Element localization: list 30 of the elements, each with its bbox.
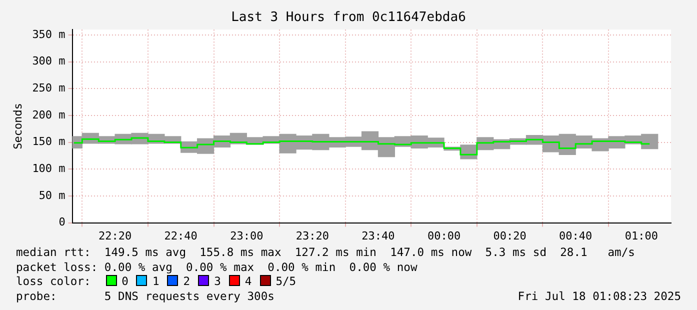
text: Fri Jul 18 01:08:23 2025 [518, 290, 681, 304]
y-axis-title: Seconds [11, 103, 24, 150]
text: 1 [152, 275, 160, 288]
text: 4 [244, 275, 252, 288]
text: 2 [183, 275, 190, 288]
x-tick-label: 00:20 [493, 229, 526, 242]
x-tick-label: 00:40 [559, 229, 592, 242]
x-tick-label: 00:00 [427, 229, 461, 242]
text: packet loss: 0.00 % avg 0.00 % max 0.00 % min 0.00 % now [16, 260, 418, 274]
text: 5/5 [276, 275, 296, 288]
y-tick-label: 300 m [32, 54, 66, 68]
y-tick-label: 350 m [32, 28, 66, 41]
x-tick-label: 23:00 [230, 229, 264, 242]
text: loss color: [16, 275, 92, 288]
x-tick-label: 23:20 [296, 229, 330, 242]
x-tick-label: 22:40 [164, 229, 198, 242]
x-tick-label: 23:40 [362, 229, 395, 242]
text: median rtt: 149.5 ms avg 155.8 ms max 127.2 ms min 147.0 ms now 5.3 ms sd 28.1 am/s [16, 246, 635, 259]
y-tick-label: 200 m [32, 108, 66, 122]
y-tick-label: 250 m [32, 81, 66, 94]
y-tick-label: 50 m [38, 188, 66, 202]
text: probe: 5 DNS requests every 300s [16, 290, 274, 304]
text: 3 [214, 275, 221, 288]
x-tick-label: 22:20 [98, 229, 132, 242]
y-tick-label: 100 m [32, 162, 66, 175]
text: 0 [122, 275, 128, 288]
y-tick-label: 150 m [32, 135, 66, 148]
y-tick-label: 0 [58, 216, 66, 229]
x-tick-label: 01:00 [624, 229, 658, 242]
chart-title: Last 3 Hours from 0c11647ebda6 [230, 10, 467, 25]
